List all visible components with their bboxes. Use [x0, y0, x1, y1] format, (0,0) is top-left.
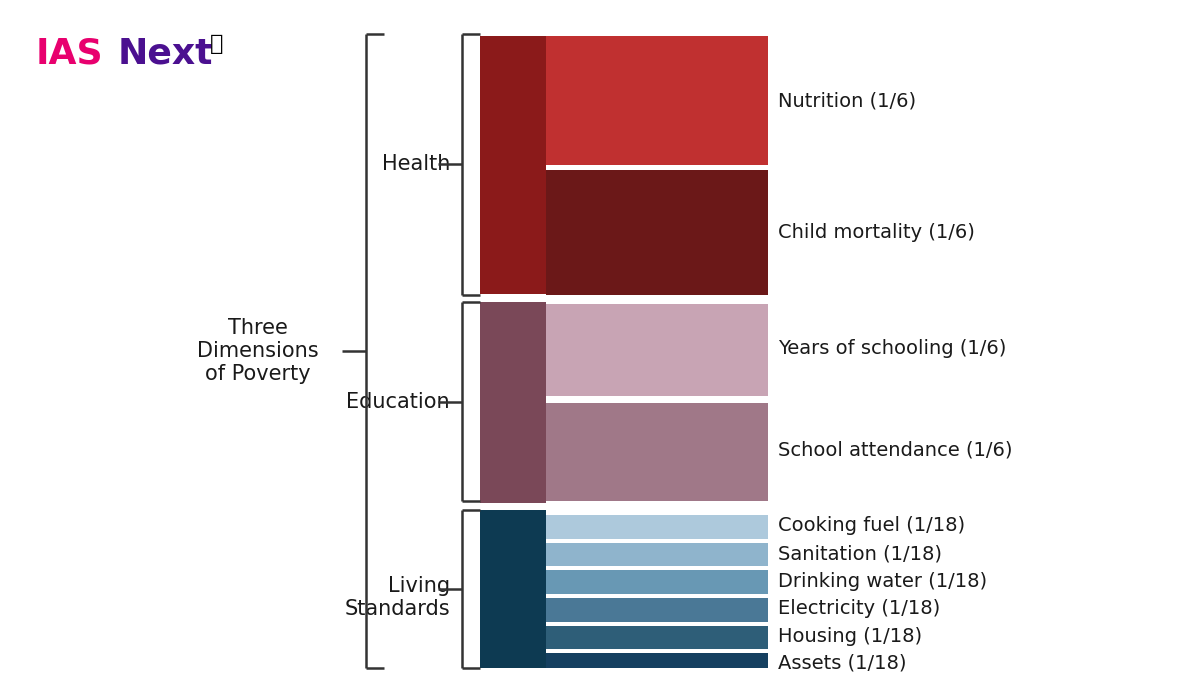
Bar	[546, 304, 768, 396]
Bar	[480, 302, 546, 503]
Bar	[480, 36, 546, 294]
Text: Housing (1/18): Housing (1/18)	[778, 627, 922, 646]
Bar	[546, 403, 768, 501]
Bar	[546, 598, 768, 622]
Bar	[546, 626, 768, 649]
Text: 🐦: 🐦	[210, 34, 223, 54]
Text: Sanitation (1/18): Sanitation (1/18)	[778, 544, 942, 563]
Text: Education: Education	[347, 392, 450, 412]
Bar	[546, 543, 768, 566]
Bar	[546, 36, 768, 165]
Text: Living
Standards: Living Standards	[344, 576, 450, 619]
Text: Drinking water (1/18): Drinking water (1/18)	[778, 572, 986, 591]
Bar	[546, 515, 768, 539]
Bar	[546, 570, 768, 594]
Text: Electricity (1/18): Electricity (1/18)	[778, 599, 940, 618]
Text: Health: Health	[382, 154, 450, 174]
Text: Years of schooling (1/6): Years of schooling (1/6)	[778, 340, 1006, 358]
Text: School attendance (1/6): School attendance (1/6)	[778, 441, 1012, 460]
Text: Three
Dimensions
of Poverty: Three Dimensions of Poverty	[197, 318, 319, 384]
Bar	[480, 510, 546, 668]
Bar	[546, 170, 768, 295]
Text: Assets (1/18): Assets (1/18)	[778, 653, 906, 672]
Text: IAS: IAS	[36, 37, 103, 71]
Text: Nutrition (1/6): Nutrition (1/6)	[778, 92, 916, 111]
Text: Cooking fuel (1/18): Cooking fuel (1/18)	[778, 516, 965, 535]
Text: Child mortality (1/6): Child mortality (1/6)	[778, 223, 974, 242]
Text: Next: Next	[118, 37, 214, 71]
Bar	[546, 653, 768, 668]
